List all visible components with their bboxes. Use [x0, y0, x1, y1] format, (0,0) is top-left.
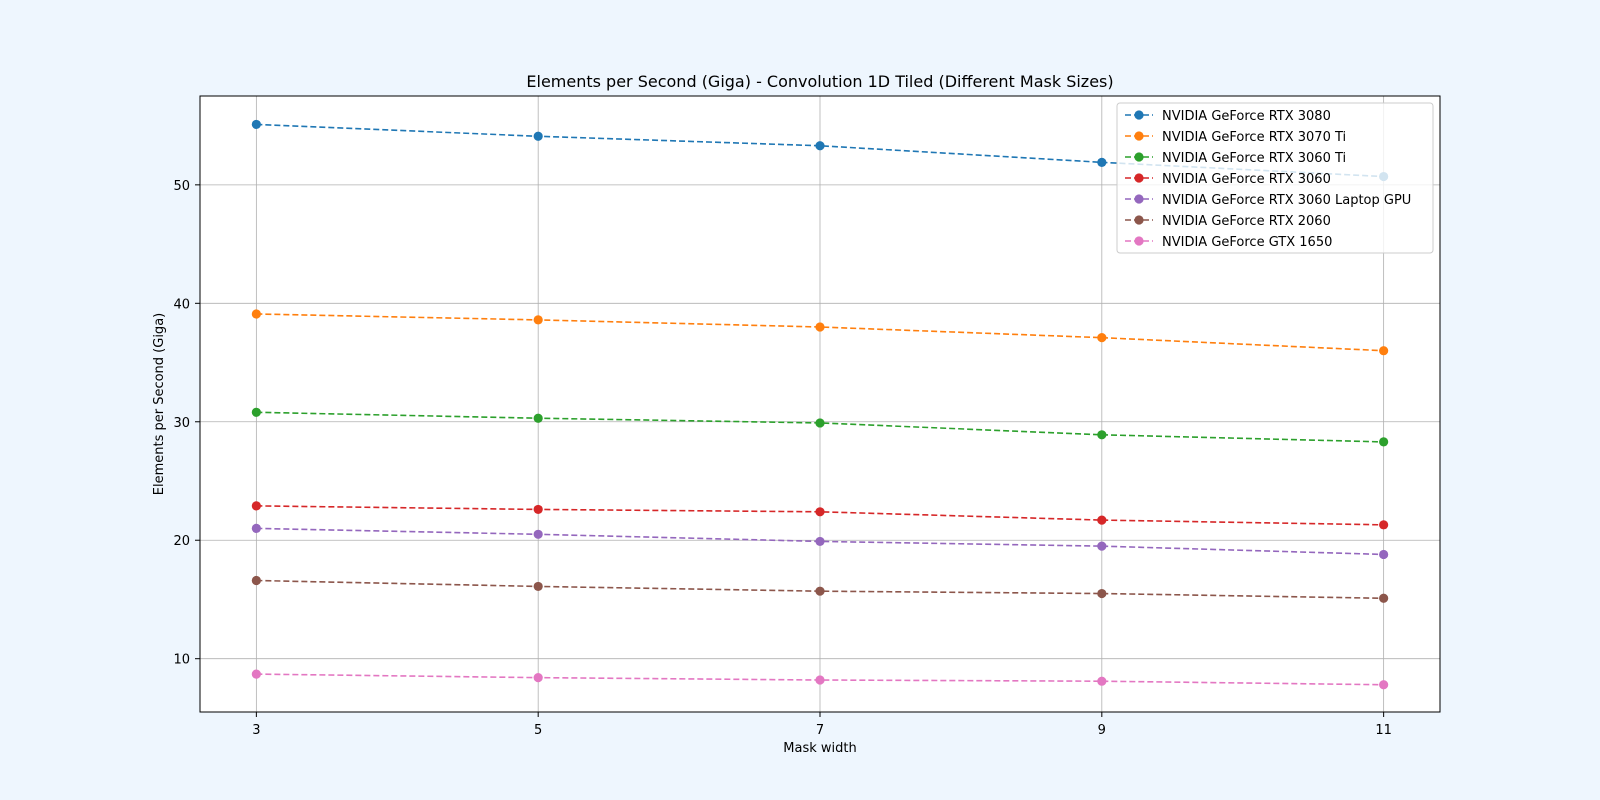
legend-label: NVIDIA GeForce RTX 3060: [1162, 172, 1331, 187]
data-point: [1097, 430, 1107, 440]
legend-item: NVIDIA GeForce RTX 3060 Laptop GPU: [1125, 193, 1411, 208]
legend-label: NVIDIA GeForce RTX 3060 Laptop GPU: [1162, 193, 1411, 208]
y-tick-label: 10: [173, 653, 190, 668]
legend-box: [1116, 102, 1434, 254]
data-point: [251, 575, 261, 586]
legend-marker: [1134, 152, 1144, 162]
data-point: [251, 407, 261, 417]
data-point: [251, 669, 261, 679]
legend-marker: [1134, 173, 1144, 183]
legend-label: NVIDIA GeForce RTX 2060: [1162, 214, 1331, 229]
ticks: 3 5 7 9 11 10 20 30 40 50: [173, 179, 1391, 738]
data-point: [1097, 541, 1107, 551]
data-point: [1379, 346, 1389, 356]
y-tick-label: 20: [173, 534, 190, 549]
data-point: [533, 413, 543, 423]
data-point: [1097, 676, 1107, 686]
x-tick-label: 5: [534, 723, 542, 738]
data-point: [1379, 549, 1389, 560]
data-point: [1097, 333, 1107, 343]
data-point: [251, 309, 261, 319]
legend-marker: [1134, 131, 1144, 141]
y-tick-label: 40: [173, 297, 190, 312]
legend-label: NVIDIA GeForce RTX 3080: [1162, 109, 1331, 124]
data-point: [1097, 588, 1107, 599]
data-point: [1097, 157, 1107, 167]
legend-label: NVIDIA GeForce RTX 3060 Ti: [1162, 151, 1346, 166]
legend-item: NVIDIA GeForce RTX 3060 Ti: [1125, 151, 1346, 166]
legend-item: NVIDIA GeForce RTX 3080: [1125, 109, 1331, 124]
legend: NVIDIA GeForce RTX 3080 NVIDIA GeForce RT…: [1116, 102, 1434, 254]
legend-item: NVIDIA GeForce RTX 3060: [1125, 172, 1331, 187]
data-point: [815, 507, 825, 517]
series-5: [251, 523, 1389, 560]
legend-item: NVIDIA GeForce RTX 3070 Ti: [1125, 130, 1346, 145]
series-3: [251, 407, 1389, 447]
data-point: [533, 581, 543, 592]
y-axis-label: Elements per Second (Giga): [152, 313, 167, 495]
data-point: [1379, 680, 1389, 690]
legend-marker: [1134, 236, 1144, 246]
data-point: [815, 675, 825, 685]
y-tick-label: 30: [173, 416, 190, 431]
data-point: [533, 529, 543, 539]
data-point: [533, 504, 543, 515]
data-point: [251, 501, 261, 511]
data-point: [251, 523, 261, 533]
data-point: [815, 586, 825, 596]
data-point: [815, 141, 825, 151]
legend-marker: [1134, 215, 1144, 225]
x-tick-label: 9: [1098, 723, 1106, 738]
data-point: [815, 536, 825, 547]
series-4: [251, 501, 1389, 530]
data-point: [533, 315, 543, 325]
x-tick-label: 7: [816, 723, 824, 738]
series-6: [251, 575, 1389, 603]
data-point: [815, 418, 825, 428]
legend-label: NVIDIA GeForce GTX 1650: [1162, 235, 1332, 250]
data-point: [1097, 515, 1107, 525]
data-point: [815, 322, 825, 332]
x-axis-label: Mask width: [783, 741, 856, 756]
data-point: [251, 119, 261, 130]
legend-marker: [1134, 194, 1144, 204]
chart-title: Elements per Second (Giga) - Convolution…: [526, 72, 1113, 91]
legend-label: NVIDIA GeForce RTX 3070 Ti: [1162, 130, 1346, 145]
y-tick-label: 50: [173, 179, 190, 194]
data-point: [533, 673, 543, 683]
data-point: [533, 131, 543, 141]
data-point: [1379, 520, 1389, 530]
legend-marker: [1134, 110, 1144, 120]
legend-item: NVIDIA GeForce RTX 2060: [1125, 214, 1331, 229]
series-2: [251, 309, 1389, 356]
data-point: [1379, 593, 1389, 603]
x-tick-label: 11: [1375, 723, 1392, 738]
series-7: [251, 669, 1389, 690]
x-tick-label: 3: [252, 723, 260, 738]
legend-item: NVIDIA GeForce GTX 1650: [1125, 235, 1332, 250]
data-point: [1379, 437, 1389, 447]
